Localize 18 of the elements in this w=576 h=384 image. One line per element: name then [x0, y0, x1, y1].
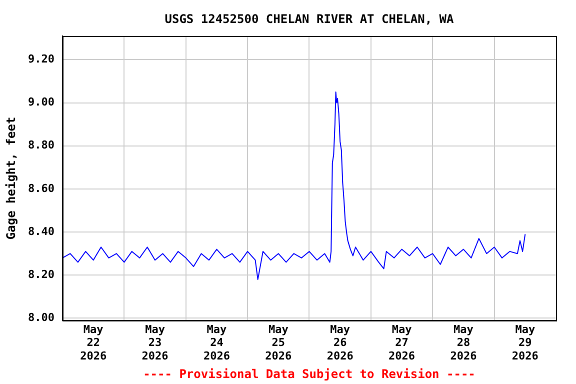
- x-tick-label: May 25 2026: [265, 322, 292, 362]
- x-tick-label: May 27 2026: [388, 322, 416, 362]
- y-tick-label: 9.20: [28, 52, 54, 66]
- chart-title: USGS 12452500 CHELAN RIVER AT CHELAN, WA: [164, 12, 455, 26]
- y-axis-title: Gage height, feet: [4, 116, 18, 240]
- x-tick-label: May 29 2026: [512, 322, 539, 362]
- y-tick-label: 8.60: [28, 182, 54, 195]
- y-tick-label: 8.80: [28, 138, 54, 152]
- text: ---- Provisional Data Subject to Revision ----: [143, 367, 476, 382]
- y-tick-label: 8.20: [28, 268, 54, 282]
- y-tick-label: 8.40: [28, 224, 54, 238]
- x-tick-label: May 26 2026: [326, 322, 354, 362]
- y-tick-label: 9.00: [28, 96, 54, 109]
- x-tick-label: May 28 2026: [450, 322, 478, 362]
- y-tick-label: 8.00: [28, 311, 54, 324]
- x-tick-label: May 23 2026: [142, 322, 169, 362]
- x-tick-label: May 24 2026: [203, 322, 230, 362]
- x-tick-label: May 22 2026: [80, 322, 107, 362]
